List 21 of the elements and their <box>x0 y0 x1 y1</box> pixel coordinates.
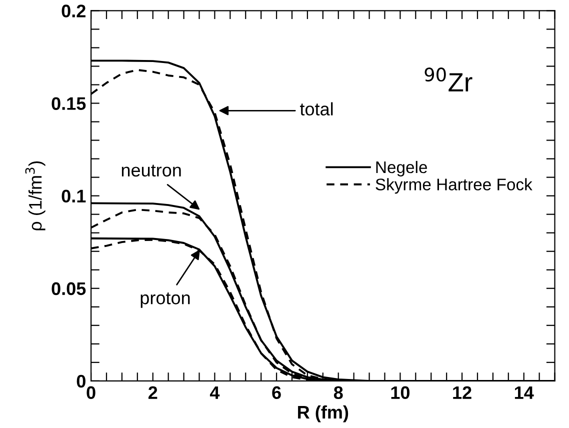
y-tick-label: 0.1 <box>62 190 86 203</box>
y-tick-label: 0 <box>76 374 86 388</box>
y-tick-label: 0.05 <box>52 282 86 296</box>
annotation: neutron <box>122 164 181 177</box>
x-tick-label: 0 <box>86 386 96 400</box>
x-tick-label: 4 <box>210 386 220 399</box>
annotation: proton <box>140 292 190 308</box>
x-tick-label: 14 <box>514 386 534 399</box>
y-tick-label: 0.15 <box>52 97 86 110</box>
y-axis-title: ρ (1/fm$^{3}$) <box>25 161 46 230</box>
x-tick-label: 2 <box>148 386 158 399</box>
x-tick-label: 10 <box>391 386 410 400</box>
legend-label: Negele <box>376 160 428 176</box>
x-tick-label: 8 <box>334 386 343 400</box>
x-tick-label: 6 <box>272 386 281 400</box>
y-tick-label: 0.2 <box>62 4 86 18</box>
annotation: $^{90}$Zr <box>424 68 472 92</box>
legend-label: Skyrme Hartree Fock <box>376 178 532 194</box>
x-tick-label: 12 <box>453 386 472 399</box>
annotation: total <box>300 102 333 116</box>
x-axis-title: R (fm) <box>298 405 348 422</box>
